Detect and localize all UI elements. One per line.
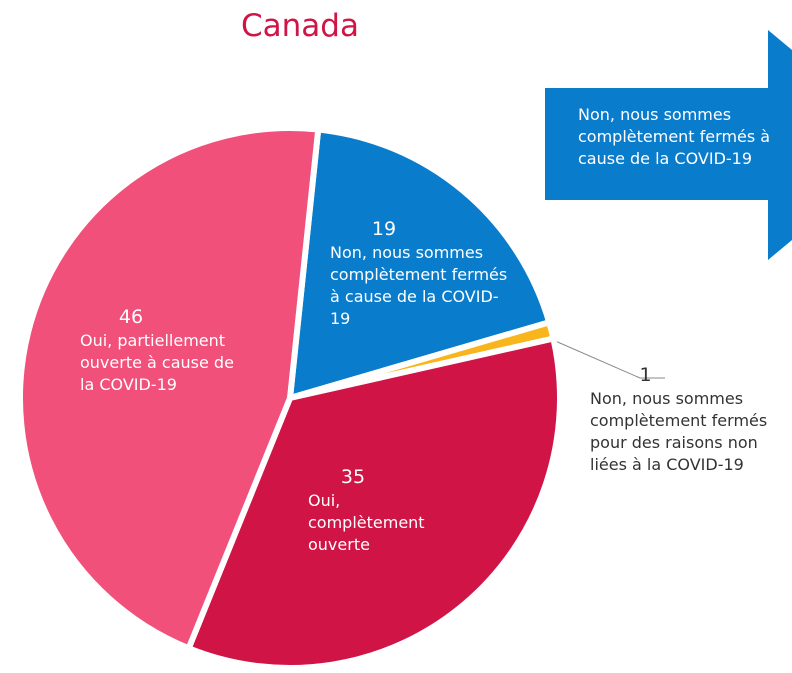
category-label: Non, nous sommes complètement fermés à c… (330, 243, 508, 328)
slice-label: 1 Non, nous sommes complètement fermés po… (590, 364, 775, 476)
pie-slice (17, 125, 322, 653)
value-label: 1 (639, 364, 652, 386)
category-label: Oui, partiellement ouverte à cause de la… (80, 331, 234, 394)
value-label: 19 (371, 218, 397, 240)
category-label: Oui, complètement ouverte (308, 491, 425, 554)
slice-label: 46 Oui, partiellement ouverte à cause de … (80, 306, 250, 396)
chart-title: Canada (241, 8, 359, 44)
callout-arrow (545, 30, 792, 260)
value-label: 35 (340, 466, 366, 488)
slice-label: 19 Non, nous sommes complètement fermés à… (330, 218, 510, 330)
leader-line (552, 339, 665, 379)
slice-label: 35 Oui, complètement ouverte (308, 466, 458, 556)
pie-slice (286, 126, 553, 403)
annotation: Non, nous sommes complètement fermés à c… (578, 105, 771, 168)
value-label: 46 (118, 306, 144, 328)
category-label: Non, nous sommes complètement fermés pou… (590, 389, 768, 474)
